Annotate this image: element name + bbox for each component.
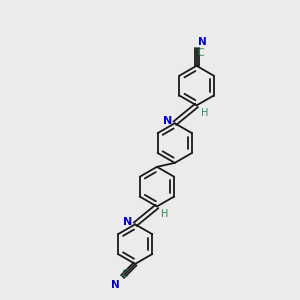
Text: N: N <box>111 280 120 290</box>
Text: N: N <box>123 217 132 227</box>
Text: C: C <box>122 269 128 279</box>
Text: N: N <box>163 116 172 126</box>
Text: H: H <box>200 108 208 118</box>
Text: C: C <box>198 48 204 58</box>
Text: N: N <box>198 37 206 47</box>
Text: H: H <box>161 209 168 219</box>
